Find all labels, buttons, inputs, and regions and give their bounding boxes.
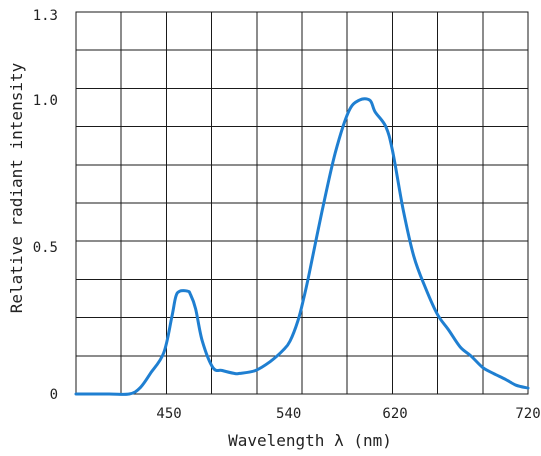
grid — [76, 12, 528, 394]
y-tick-labels: 0 0.5 1.0 1.3 — [33, 8, 58, 403]
y-tick-label: 1.3 — [33, 8, 58, 24]
x-tick-label: 450 — [156, 406, 181, 422]
plot-frame — [75, 11, 529, 395]
x-tick-label: 720 — [515, 406, 540, 422]
x-tick-label: 540 — [276, 406, 301, 422]
spectrum-series-line — [74, 97, 530, 396]
x-axis-label: Wavelength λ (nm) — [228, 431, 392, 450]
y-tick-label: 1.0 — [33, 93, 58, 109]
x-tick-label: 620 — [382, 406, 407, 422]
y-tick-label: 0 — [50, 387, 58, 403]
series-layer — [74, 97, 530, 396]
y-tick-label: 0.5 — [33, 240, 58, 256]
x-tick-labels: 450 540 620 720 — [156, 406, 540, 422]
y-axis-label: Relative radiant intensity — [7, 62, 26, 313]
